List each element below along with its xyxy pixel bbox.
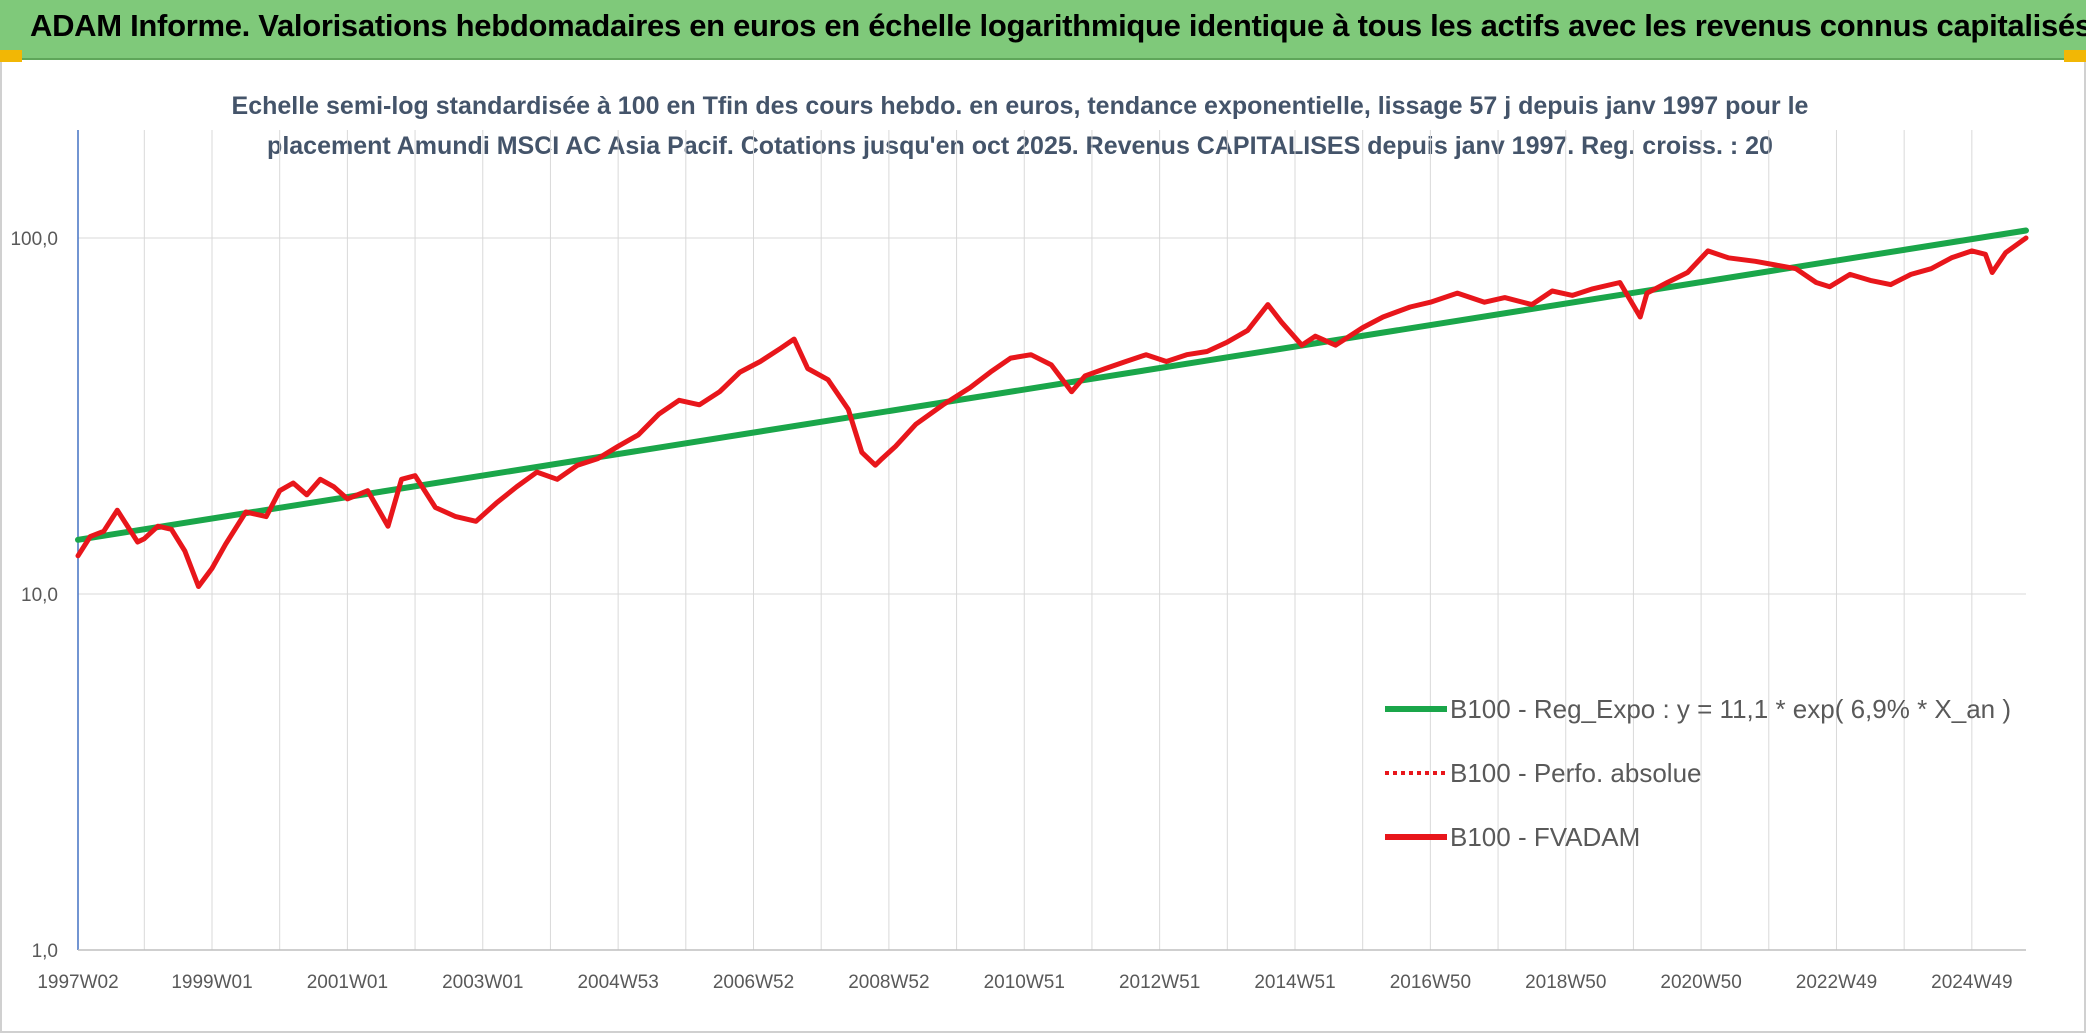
- series: [75, 227, 2029, 589]
- report-banner: ADAM Informe. Valorisations hebdomadaire…: [0, 0, 2086, 60]
- legend-entry: B100 - FVADAM: [1450, 822, 1640, 852]
- y-tick-label: 10,0: [21, 585, 58, 606]
- corner-marker-left: [0, 50, 22, 62]
- report-title: ADAM Informe. Valorisations hebdomadaire…: [30, 8, 2086, 43]
- chart-frame: [0, 62, 2086, 1033]
- x-tick-label: 2024W49: [1931, 972, 2012, 993]
- x-tick-label: 2001W01: [307, 972, 388, 993]
- x-tick-label: 2003W01: [442, 972, 523, 993]
- x-tick-label: 2014W51: [1254, 972, 1335, 993]
- legend-entry: B100 - Perfo. absolue: [1450, 758, 1702, 788]
- x-tick-label: 2022W49: [1796, 972, 1877, 993]
- x-tick-label: 1999W01: [171, 972, 252, 993]
- y-tick-label: 1,0: [32, 941, 58, 962]
- x-tick-label: 2016W50: [1390, 972, 1471, 993]
- chart-title-line-2: placement Amundi MSCI AC Asia Pacif. Cot…: [267, 132, 1773, 160]
- y-tick-label: 100,0: [10, 229, 58, 250]
- legend-entry: B100 - Reg_Expo : y = 11,1 * exp( 6,9% *…: [1450, 694, 2011, 724]
- x-tick-label: 2018W50: [1525, 972, 1606, 993]
- x-tick-label: 2008W52: [848, 972, 929, 993]
- x-tick-label: 2020W50: [1660, 972, 1741, 993]
- series-trend-line: [75, 227, 2029, 543]
- x-tick-label: 2012W51: [1119, 972, 1200, 993]
- series-fvadam-line: [75, 235, 2029, 589]
- grid: [78, 130, 2026, 950]
- x-tick-label: 2004W53: [577, 972, 658, 993]
- legend: B100 - Reg_Expo : y = 11,1 * exp( 6,9% *…: [1385, 694, 2011, 852]
- corner-marker-right: [2064, 50, 2086, 62]
- x-tick-label: 1997W02: [37, 972, 118, 993]
- axes: 1,0 10,0 100,0 1997W02 1999W01 2001W01 2003W01…: [10, 130, 2026, 993]
- x-tick-label: 2010W51: [984, 972, 1065, 993]
- chart-title-line-1: Echelle semi-log standardisée à 100 en T…: [231, 92, 1809, 120]
- x-tick-label: 2006W52: [713, 972, 794, 993]
